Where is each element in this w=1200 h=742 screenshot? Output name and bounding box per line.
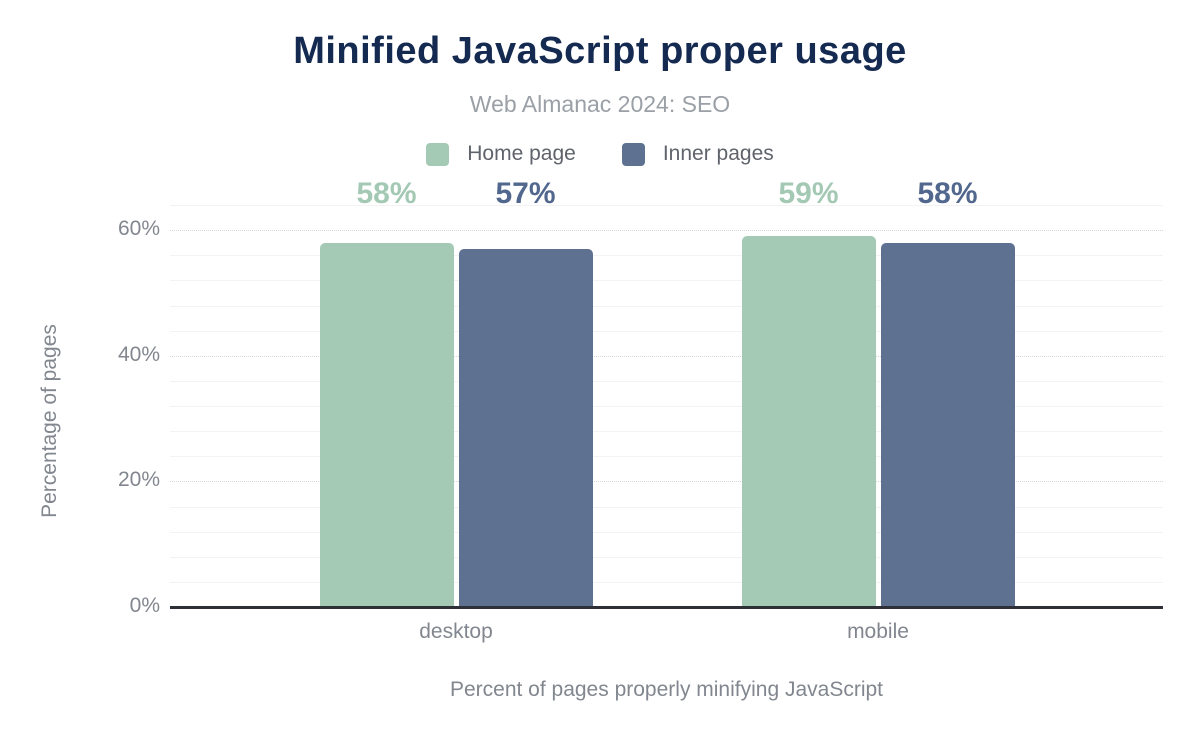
y-tick-label: 0% xyxy=(129,594,160,617)
x-tick-label-desktop: desktop xyxy=(419,620,493,643)
legend-label: Inner pages xyxy=(662,142,774,165)
minor-gridline xyxy=(170,280,1163,282)
minor-gridline xyxy=(170,205,1163,206)
minor-gridline xyxy=(170,556,1163,558)
bar-home-page-desktop[interactable] xyxy=(319,242,454,607)
minor-gridline xyxy=(170,305,1163,307)
value-label: 58% xyxy=(917,177,978,210)
minor-gridline xyxy=(170,255,1163,257)
y-tick-label: 60% xyxy=(117,217,160,241)
y-axis-title: Percentage of pages xyxy=(38,324,61,518)
legend: Home page Inner pages xyxy=(0,142,1200,166)
value-label: 59% xyxy=(778,177,839,210)
legend-item-inner-pages[interactable]: Inner pages xyxy=(621,142,774,166)
bar-inner-pages-mobile[interactable] xyxy=(880,242,1015,607)
value-label: 57% xyxy=(495,177,556,210)
legend-label: Home page xyxy=(467,142,576,165)
major-gridline xyxy=(170,230,1163,232)
x-axis-line xyxy=(170,606,1163,609)
bar-home-page-mobile[interactable] xyxy=(741,236,876,607)
bar-inner-pages-desktop[interactable] xyxy=(458,248,593,607)
legend-swatch-icon xyxy=(621,142,645,166)
minor-gridline xyxy=(170,456,1163,458)
x-tick-label-mobile: mobile xyxy=(847,620,909,643)
chart-subtitle: Web Almanac 2024: SEO xyxy=(469,91,731,117)
plot-area xyxy=(170,205,1163,607)
major-gridline xyxy=(170,481,1163,483)
chart-title: Minified JavaScript proper usage xyxy=(293,30,907,72)
value-label: 58% xyxy=(356,177,417,210)
legend-swatch-icon xyxy=(426,142,450,166)
x-axis-caption: Percent of pages properly minifying Java… xyxy=(449,678,884,701)
minor-gridline xyxy=(170,330,1163,332)
legend-item-home-page[interactable]: Home page xyxy=(426,142,576,166)
minor-gridline xyxy=(170,431,1163,433)
minor-gridline xyxy=(170,581,1163,583)
minor-gridline xyxy=(170,506,1163,508)
y-tick-label: 20% xyxy=(117,468,160,492)
minor-gridline xyxy=(170,406,1163,407)
y-tick-label: 40% xyxy=(117,342,160,366)
minor-gridline xyxy=(170,531,1163,533)
major-gridline xyxy=(170,355,1163,357)
minor-gridline xyxy=(170,380,1163,382)
